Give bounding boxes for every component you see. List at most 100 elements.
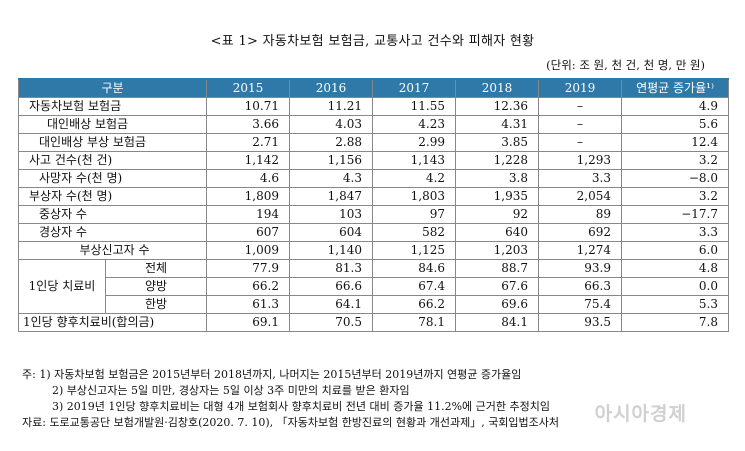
header-2018: 2018 — [455, 78, 539, 98]
table-row: 부상신고자 수 1,009 1,140 1,125 1,203 1,274 6.… — [18, 241, 729, 260]
cell: 12.36 — [455, 97, 539, 116]
note-3: 3) 2019년 1인당 향후치료비는 대형 4개 보험회사 향후치료비 전년 … — [52, 400, 550, 413]
table-row: 사고 건수(천 건) 1,142 1,156 1,143 1,228 1,293… — [18, 151, 729, 170]
table-row: 1인당 향후치료비(합의금) 69.1 70.5 78.1 84.1 93.5 … — [18, 313, 729, 332]
cell: 3.3 — [538, 169, 622, 188]
cell: 1,125 — [372, 241, 456, 260]
cell: 640 — [455, 223, 539, 242]
row-label: 중상자 수 — [18, 205, 207, 224]
table-row: 경상자 수 607 604 582 640 692 3.3 — [18, 223, 729, 242]
cell: 5.3 — [621, 295, 729, 314]
cell: 1,228 — [455, 151, 539, 170]
cell: 66.2 — [372, 295, 456, 314]
cell: 4.2 — [372, 169, 456, 188]
cell: 84.6 — [372, 259, 456, 278]
cell: 3.66 — [206, 115, 290, 134]
cell: 6.0 — [621, 241, 729, 260]
row-label: 대인배상 부상 보험금 — [18, 133, 207, 152]
header-2016: 2016 — [289, 78, 373, 98]
header-2019: 2019 — [538, 78, 622, 98]
cell: 2.99 — [372, 133, 456, 152]
cell: 66.6 — [289, 277, 373, 296]
cell: 4.3 — [289, 169, 373, 188]
row-label: 경상자 수 — [18, 223, 207, 242]
table-row: 중상자 수 194 103 97 92 89 −17.7 — [18, 205, 729, 224]
table-row: 대인배상 보험금 3.66 4.03 4.23 4.31 – 5.6 — [18, 115, 729, 134]
unit-label: (단위: 조 원, 천 건, 천 명, 만 원) — [546, 58, 705, 72]
cell: – — [538, 97, 622, 116]
table-row: 양방 66.2 66.6 67.4 67.6 66.3 0.0 — [19, 277, 729, 296]
cell: 10.71 — [206, 97, 290, 116]
cell: 2.88 — [289, 133, 373, 152]
table-row: 한방 61.3 64.1 66.2 69.6 75.4 5.3 — [19, 295, 729, 314]
cell: 1,203 — [455, 241, 539, 260]
cell: 81.3 — [289, 259, 373, 278]
cell: 69.1 — [206, 313, 290, 332]
cell: 103 — [289, 205, 373, 224]
cell: 78.1 — [372, 313, 456, 332]
cell: 77.9 — [206, 259, 290, 278]
cell: 4.8 — [621, 259, 729, 278]
header-growth: 연평균 증가율¹⁾ — [621, 78, 729, 98]
statistics-table: 구분 2015 2016 2017 2018 2019 연평균 증가율¹⁾ 자동… — [18, 78, 729, 332]
cell: 1,009 — [206, 241, 290, 260]
cell: 1,293 — [538, 151, 622, 170]
cell: 3.2 — [621, 187, 729, 206]
cell: 3.3 — [621, 223, 729, 242]
table-notes: 주: 1) 자동차보험 보험금은 2015년부터 2018년까지, 나머지는 2… — [22, 367, 559, 431]
cell: 607 — [206, 223, 290, 242]
cell: 194 — [206, 205, 290, 224]
table-row: 사망자 수(천 명) 4.6 4.3 4.2 3.8 3.3 −8.0 — [18, 169, 729, 188]
cell: 582 — [372, 223, 456, 242]
cell: 604 — [289, 223, 373, 242]
row-label: 사망자 수(천 명) — [18, 169, 207, 188]
source-note: 자료: 도로교통공단 보험개발원·김창호(2020. 7. 10), 「자동차보… — [22, 416, 560, 429]
cell: – — [538, 133, 622, 152]
cell: 1,140 — [289, 241, 373, 260]
header-2015: 2015 — [206, 78, 290, 98]
row-label: 한방 — [105, 295, 207, 314]
cell: 66.2 — [206, 277, 290, 296]
group-label: 1인당 치료비 — [18, 259, 106, 314]
cell: 0.0 — [621, 277, 729, 296]
row-label: 부상신고자 수 — [18, 241, 207, 260]
cell: 92 — [455, 205, 539, 224]
header-2017: 2017 — [372, 78, 456, 98]
cell: 5.6 — [621, 115, 729, 134]
header-row: 구분 2015 2016 2017 2018 2019 연평균 증가율¹⁾ — [18, 78, 729, 98]
cell: 1,935 — [455, 187, 539, 206]
cell: 93.5 — [538, 313, 622, 332]
row-label: 자동차보험 보험금 — [18, 97, 207, 116]
cell: 4.31 — [455, 115, 539, 134]
cell: 1,803 — [372, 187, 456, 206]
row-label: 양방 — [105, 277, 207, 296]
cell: 2.71 — [206, 133, 290, 152]
cell: 1,156 — [289, 151, 373, 170]
watermark-logo: 아시아경제 — [594, 403, 687, 425]
cell: 1,809 — [206, 187, 290, 206]
cell: 3.2 — [621, 151, 729, 170]
cell: 66.3 — [538, 277, 622, 296]
cell: 1,847 — [289, 187, 373, 206]
table-row: 부상자 수(천 명) 1,809 1,847 1,803 1,935 2,054… — [18, 187, 729, 206]
cell: 69.6 — [455, 295, 539, 314]
cell: 4.23 — [372, 115, 456, 134]
cell: 67.4 — [372, 277, 456, 296]
table-row: 1인당 치료비 전체 77.9 81.3 84.6 88.7 93.9 4.8 — [18, 259, 729, 314]
cell: 64.1 — [289, 295, 373, 314]
cell: −8.0 — [621, 169, 729, 188]
table-row: 대인배상 부상 보험금 2.71 2.88 2.99 3.85 – 12.4 — [18, 133, 729, 152]
row-label: 사고 건수(천 건) — [18, 151, 207, 170]
row-label: 대인배상 보험금 — [18, 115, 207, 134]
cell: 84.1 — [455, 313, 539, 332]
table-row: 자동차보험 보험금 10.71 11.21 11.55 12.36 – 4.9 — [18, 97, 729, 116]
cell: 4.9 — [621, 97, 729, 116]
cell: 3.85 — [455, 133, 539, 152]
cell: 11.55 — [372, 97, 456, 116]
cell: 12.4 — [621, 133, 729, 152]
cell: 4.6 — [206, 169, 290, 188]
header-category: 구분 — [18, 78, 207, 98]
row-label: 전체 — [105, 259, 207, 278]
cell: −17.7 — [621, 205, 729, 224]
row-label: 부상자 수(천 명) — [18, 187, 207, 206]
